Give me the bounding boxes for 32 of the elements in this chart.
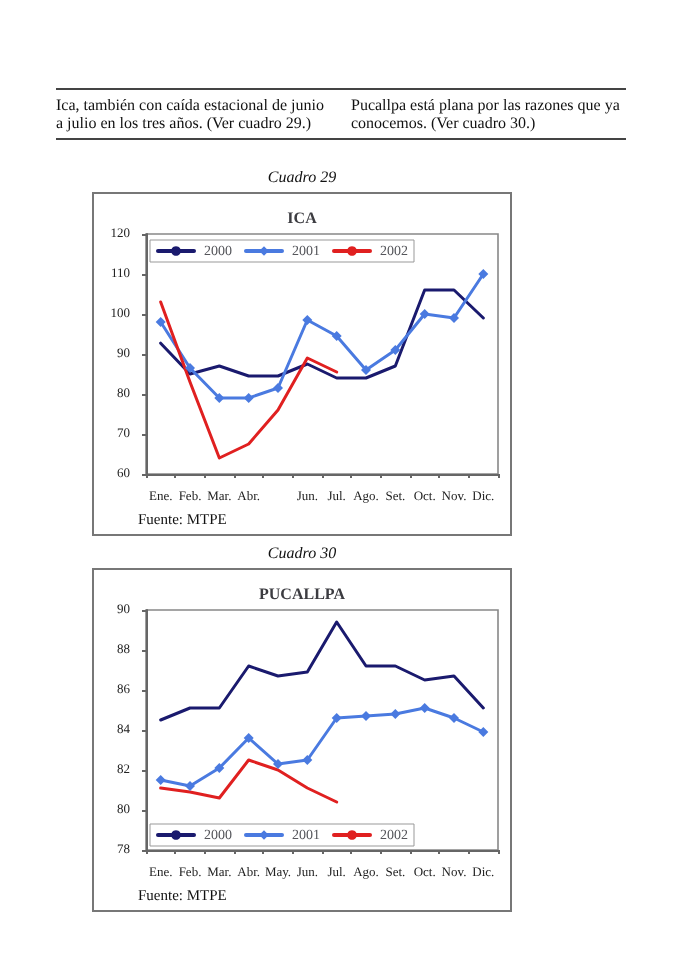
- chart-title: ICA: [287, 209, 318, 227]
- line-series: [159, 288, 485, 380]
- point: [185, 363, 195, 373]
- point: [331, 331, 342, 341]
- point: [302, 755, 313, 765]
- point: [390, 345, 401, 355]
- chart-title: PUCALLPA: [259, 585, 346, 603]
- point: [478, 269, 489, 279]
- point: [361, 711, 371, 721]
- point: [419, 703, 430, 713]
- point: [214, 763, 225, 773]
- line-series: [159, 300, 339, 460]
- text: Ica, también con caída estacional de junio a julio en los tres años. (Ver cuadro 29.): [56, 96, 326, 132]
- point: [449, 313, 459, 323]
- point: [155, 775, 166, 785]
- point: [243, 733, 254, 743]
- text: Cuadro 30: [265, 544, 339, 566]
- text: Pucallpa está plana por las razones que ya conocemos. (Ver cuadro 30.): [351, 96, 622, 132]
- point: [185, 781, 195, 791]
- line-series: [159, 758, 339, 804]
- point: [273, 383, 283, 393]
- point: [361, 365, 371, 375]
- point: [155, 317, 166, 327]
- point: [419, 309, 430, 319]
- text: Cuadro 29: [265, 168, 339, 190]
- point: [302, 315, 313, 325]
- point: [478, 727, 489, 737]
- point: [449, 713, 459, 723]
- line-series: [159, 620, 485, 722]
- point: [331, 713, 342, 723]
- point: [390, 709, 401, 719]
- point: [273, 759, 283, 769]
